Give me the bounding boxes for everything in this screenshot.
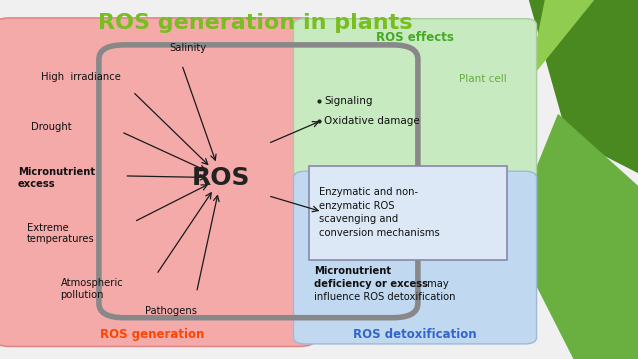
Text: Drought: Drought xyxy=(31,122,71,132)
FancyBboxPatch shape xyxy=(0,18,316,346)
Text: Oxidative damage: Oxidative damage xyxy=(324,116,420,126)
Polygon shape xyxy=(530,0,593,79)
Text: may: may xyxy=(424,279,449,289)
FancyBboxPatch shape xyxy=(293,171,537,344)
Text: Salinity: Salinity xyxy=(170,43,207,53)
Polygon shape xyxy=(405,86,523,294)
Polygon shape xyxy=(530,0,638,172)
Text: ROS generation in plants: ROS generation in plants xyxy=(98,13,412,33)
FancyBboxPatch shape xyxy=(309,166,507,260)
Text: ROS effects: ROS effects xyxy=(376,31,454,44)
Polygon shape xyxy=(510,115,638,359)
Text: High  irradiance: High irradiance xyxy=(41,72,121,82)
Text: Micronutrient: Micronutrient xyxy=(314,266,391,276)
Text: Extreme
temperatures: Extreme temperatures xyxy=(27,223,94,244)
Text: influence ROS detoxification: influence ROS detoxification xyxy=(314,292,456,302)
Text: deficiency or excess: deficiency or excess xyxy=(314,279,428,289)
Text: Signaling: Signaling xyxy=(324,96,373,106)
Text: Plant cell: Plant cell xyxy=(459,74,507,84)
Text: Atmospheric
pollution: Atmospheric pollution xyxy=(61,278,123,300)
Text: Micronutrient
excess: Micronutrient excess xyxy=(18,167,95,188)
Text: Pathogens: Pathogens xyxy=(145,306,197,316)
Text: ROS generation: ROS generation xyxy=(100,328,204,341)
FancyBboxPatch shape xyxy=(293,19,537,179)
Text: ROS: ROS xyxy=(192,166,251,190)
Text: Enzymatic and non-
enzymatic ROS
scavenging and
conversion mechanisms: Enzymatic and non- enzymatic ROS scaveng… xyxy=(319,187,440,238)
Text: ROS detoxification: ROS detoxification xyxy=(353,328,477,341)
